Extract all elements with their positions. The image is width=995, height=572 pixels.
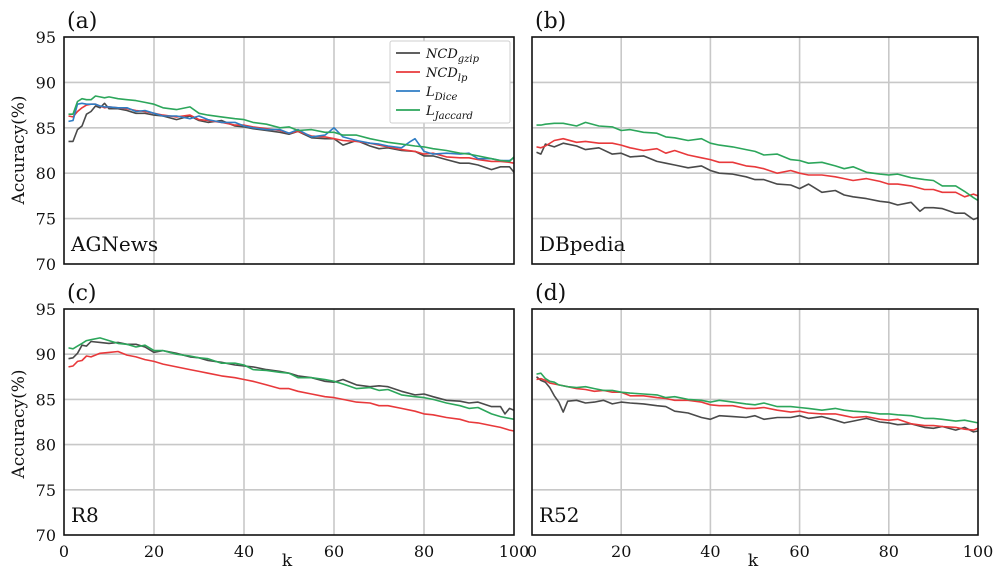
x-tick-label: 100 xyxy=(499,542,530,561)
y-tick-label: 75 xyxy=(36,481,56,500)
series-line-l-jaccard xyxy=(536,121,979,202)
legend-entry: NCDlp xyxy=(425,66,468,84)
x-tick-label: 100 xyxy=(963,542,994,561)
series-line-ncd-gzip xyxy=(68,102,515,173)
y-tick-label: 90 xyxy=(36,345,56,364)
series-line-ncd-lp xyxy=(68,350,515,432)
plot-frame xyxy=(531,308,979,536)
panel-label: (c) xyxy=(67,281,97,306)
x-tick-label: 20 xyxy=(611,542,631,561)
dataset-label: R52 xyxy=(539,503,580,527)
panel-4: 0 20 40 60 80 100 (d) R52 xyxy=(527,281,993,561)
y-tick-label: 75 xyxy=(36,210,56,229)
y-tick-label: 95 xyxy=(36,28,56,47)
y-tick-label: 90 xyxy=(36,73,56,92)
y-tick-label: 85 xyxy=(36,390,56,409)
x-axis-title-right: k xyxy=(748,551,759,567)
legend-box xyxy=(389,40,511,124)
x-tick-label: 0 xyxy=(59,542,69,561)
plot-frame xyxy=(63,308,515,536)
series-line-l-jaccard xyxy=(68,337,515,421)
x-tick-label: 80 xyxy=(879,542,899,561)
y-tick-label: 80 xyxy=(36,164,56,183)
panel-label: (d) xyxy=(535,281,566,306)
panel-2: (b) DBpedia xyxy=(531,9,979,265)
x-tick-label: 60 xyxy=(789,542,809,561)
x-tick-label: 80 xyxy=(414,542,434,561)
y-tick-label: 70 xyxy=(36,526,56,545)
legend-entry: LDice xyxy=(425,85,457,103)
series-line-ncd-gzip xyxy=(536,142,979,221)
panel-3: 70 75 80 85 90 95 0 20 40 60 80 100 (c) R8 xyxy=(36,281,530,561)
series-line-l-dice xyxy=(68,102,515,162)
dataset-label: R8 xyxy=(71,503,99,527)
series-line-ncd-lp xyxy=(536,377,979,431)
x-axis-title-left: k xyxy=(282,551,293,567)
y-tick-label: 70 xyxy=(36,255,56,274)
dataset-label: AGNews xyxy=(70,232,158,256)
dataset-label: DBpedia xyxy=(539,232,626,256)
y-tick-label: 85 xyxy=(36,119,56,138)
series-line-l-jaccard xyxy=(68,95,515,163)
plot-frame xyxy=(63,36,515,265)
panel-label: (b) xyxy=(535,9,566,34)
x-tick-label: 40 xyxy=(700,542,720,561)
panel-label: (a) xyxy=(67,9,97,34)
x-tick-label: 40 xyxy=(234,542,254,561)
x-tick-label: 60 xyxy=(324,542,344,561)
y-tick-label: 80 xyxy=(36,436,56,455)
y-tick-label: 95 xyxy=(36,300,56,319)
legend-entry: NCDgzip xyxy=(425,47,480,65)
series-line-l-jaccard xyxy=(536,372,979,424)
legend-entry: LJaccard xyxy=(425,104,473,122)
series-line-ncd-gzip xyxy=(535,376,979,433)
y-axis-title-top: Accuracy(%) xyxy=(9,95,29,205)
plot-frame xyxy=(531,36,979,265)
y-axis-title-bottom: Accuracy(%) xyxy=(9,369,29,479)
panel-1: 70 75 80 85 90 95 (a) AGNews NCDgzipNCDlpLDiceLJ… xyxy=(36,9,515,274)
x-tick-label: 0 xyxy=(527,542,537,561)
series-line-ncd-lp xyxy=(536,137,979,198)
x-tick-label: 20 xyxy=(144,542,164,561)
